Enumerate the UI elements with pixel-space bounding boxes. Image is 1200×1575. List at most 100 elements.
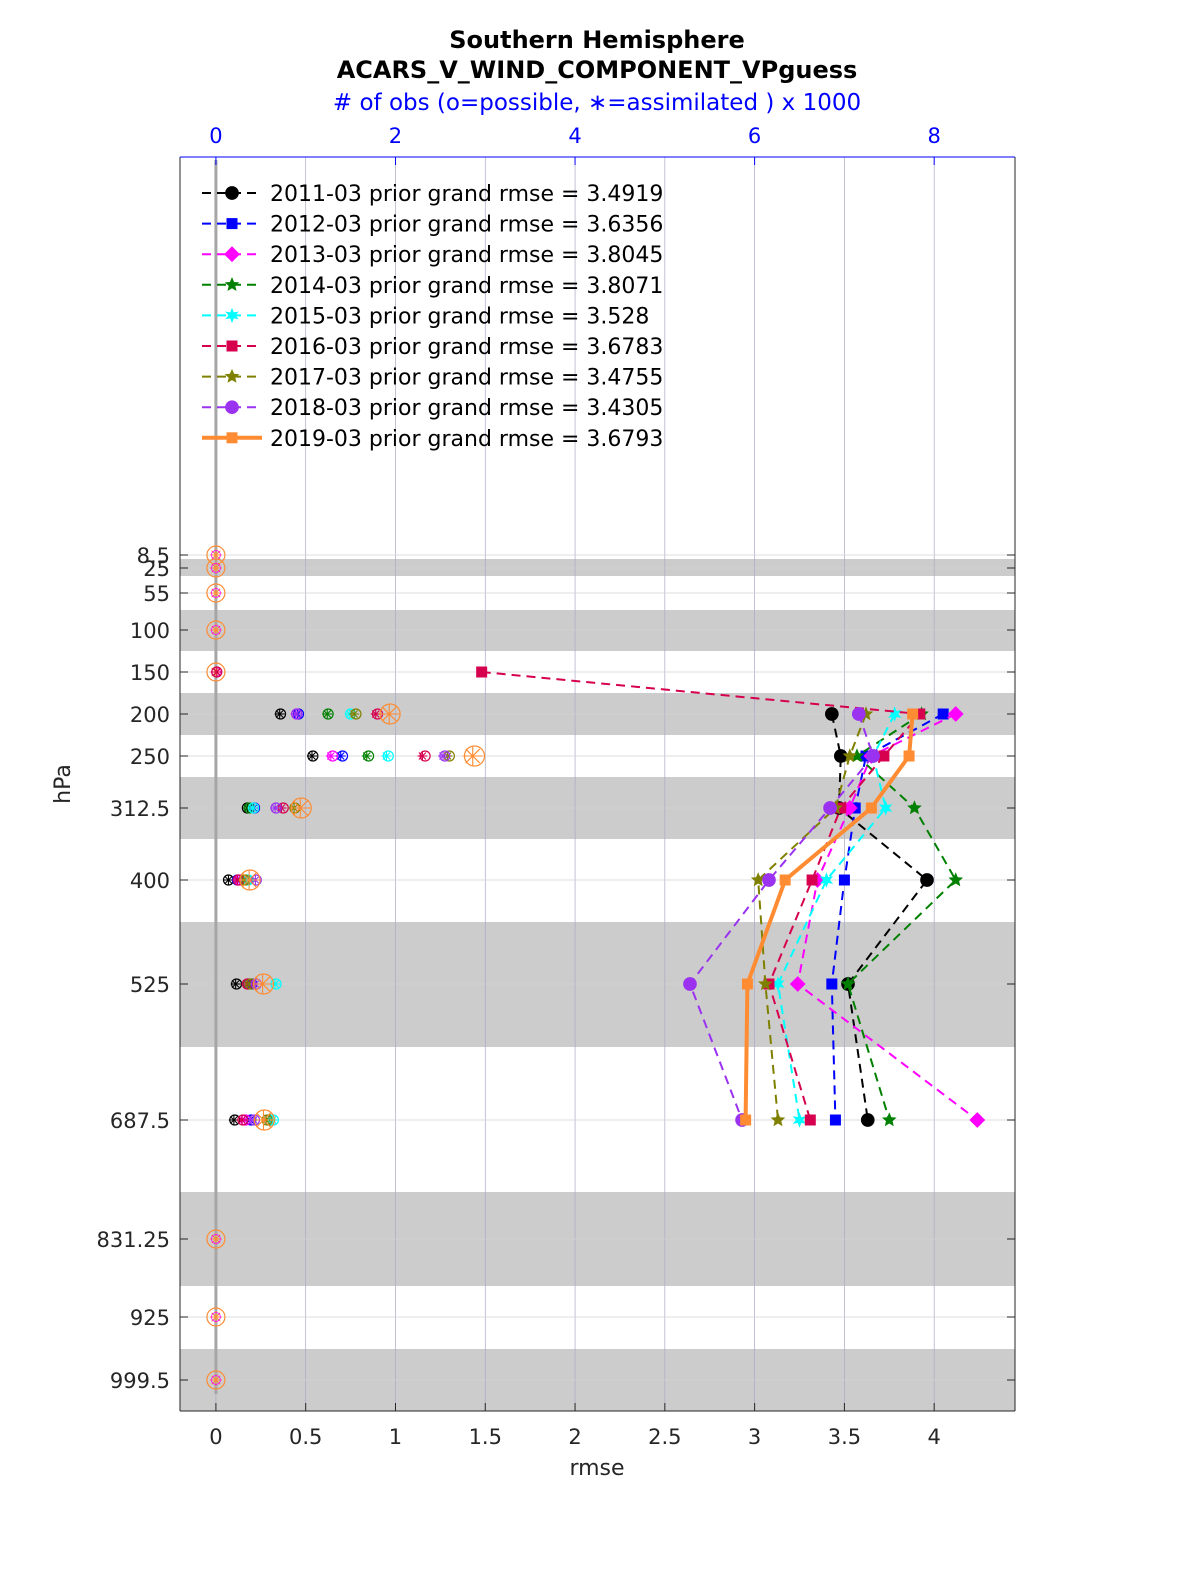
series-point (779, 874, 791, 886)
y-tick-label: 831.25 (97, 1228, 170, 1252)
x-tick-label: 3.5 (828, 1425, 861, 1449)
obs-assimilated-marker (211, 667, 222, 677)
obs-assimilated-marker (417, 751, 428, 761)
obs-assimilated-marker (236, 1115, 247, 1125)
obs-assimilated-stroke (238, 1116, 246, 1124)
obs-assimilated-marker (349, 709, 360, 719)
obs-assimilated-stroke (211, 1312, 221, 1322)
y-tick-label: 55 (143, 582, 170, 606)
x-tick-label: 2.5 (648, 1425, 681, 1449)
series-point (823, 801, 837, 815)
legend-label: 2011-03 prior grand rmse = 3.4919 (270, 182, 663, 207)
legend-marker (225, 186, 239, 200)
series-line (830, 713, 929, 1121)
series-point (740, 1114, 752, 1126)
series-point (937, 708, 949, 720)
series-point (758, 976, 773, 991)
obs-possible-zero-marker-inner (211, 1234, 221, 1244)
obs-possible-zero-marker-inner (211, 625, 221, 635)
x-tick-label: 2 (568, 1425, 581, 1449)
series-point (866, 749, 880, 763)
x-tick-label: 3 (748, 1425, 761, 1449)
legend-marker (224, 246, 240, 263)
obs-assimilated-stroke (256, 1112, 271, 1128)
legend-marker (225, 307, 239, 324)
series-point (806, 874, 818, 886)
obs-possible-zero-marker (206, 583, 226, 603)
series-point (903, 750, 915, 762)
obs-assimilated-zero-marker (209, 587, 222, 599)
series-point (840, 976, 856, 991)
obs-assimilated-marker (274, 709, 285, 719)
obs-possible-zero-marker (206, 1229, 226, 1249)
obs-assimilated-stroke (229, 1116, 238, 1124)
obs-assimilated-zero-marker (209, 549, 222, 561)
series-point (829, 1114, 841, 1126)
obs-assimilated-stroke (271, 804, 280, 812)
series-point (920, 873, 934, 887)
y-tick-label: 999.5 (110, 1369, 170, 1393)
x-tick-label: 4 (928, 1425, 941, 1449)
obs-assimilated-zero-marker (209, 1374, 222, 1386)
series-point (789, 976, 806, 992)
series-line (846, 713, 957, 1121)
series-line (776, 713, 896, 1121)
obs-assimilated-stroke (211, 550, 221, 560)
x-tick-label: 0.5 (289, 1425, 322, 1449)
level-band (180, 559, 1015, 576)
series-point (771, 976, 785, 992)
obs-assimilated-marker (325, 751, 336, 761)
obs-assimilated-stroke (211, 563, 221, 573)
series-point (825, 707, 839, 721)
series-line (743, 713, 915, 1121)
obs-assimilated-stroke (211, 625, 221, 635)
obs-assimilated-stroke (224, 876, 233, 884)
obs-possible-zero-marker (206, 1307, 226, 1327)
x-tick-label: 1 (389, 1425, 402, 1449)
series-point (770, 1112, 786, 1127)
legend-label: 2013-03 prior grand rmse = 3.8045 (270, 243, 663, 268)
obs-assimilated-stroke (241, 872, 257, 888)
series-point (879, 800, 893, 816)
obs-possible-zero-marker-inner (211, 1375, 221, 1385)
obs-assimilated-marker (252, 974, 273, 994)
obs-assimilated-marker (230, 979, 241, 989)
data-layer (206, 545, 986, 1390)
obs-assimilated-marker (306, 751, 317, 761)
series-point (750, 872, 766, 887)
obs-assimilated-stroke (381, 706, 397, 722)
obs-possible-zero-marker (206, 1370, 226, 1390)
obs-assimilated-stroke (212, 668, 221, 676)
obs-assimilated-zero-marker (209, 1233, 222, 1245)
obs-possible-zero-marker (206, 620, 226, 640)
legend: 2011-03 prior grand rmse = 3.4919 2012-03… (202, 182, 663, 452)
y-tick-label: 250 (130, 745, 170, 769)
legend-marker (224, 277, 240, 291)
series-point (860, 1113, 875, 1127)
obs-assimilated-marker (381, 751, 392, 761)
y-axis-label: hPa (51, 764, 76, 804)
obs-assimilated-stroke (211, 1375, 221, 1385)
legend-label: 2012-03 prior grand rmse = 3.6356 (270, 213, 663, 238)
obs-assimilated-marker (223, 875, 234, 885)
obs-assimilated-stroke (323, 710, 332, 718)
series-point (914, 708, 926, 720)
series-point (842, 748, 858, 763)
obs-assimilated-stroke (292, 800, 308, 816)
series-line (796, 713, 978, 1121)
series-point (878, 750, 890, 762)
series-point (819, 872, 834, 888)
legend-label: 2016-03 prior grand rmse = 3.6783 (270, 335, 663, 360)
series-point (476, 666, 488, 678)
legend-marker (224, 368, 240, 383)
grid-lines (180, 157, 1015, 1411)
obs-assimilated-stroke (248, 804, 257, 812)
y-tick-label: 687.5 (110, 1109, 170, 1133)
obs-assimilated-marker (361, 751, 372, 761)
y-tick-label: 100 (130, 619, 170, 643)
obs-assimilated-stroke (211, 588, 221, 598)
y-tick-label: 200 (130, 703, 170, 727)
series-point (907, 800, 922, 815)
obs-assimilated-marker (253, 1110, 274, 1130)
